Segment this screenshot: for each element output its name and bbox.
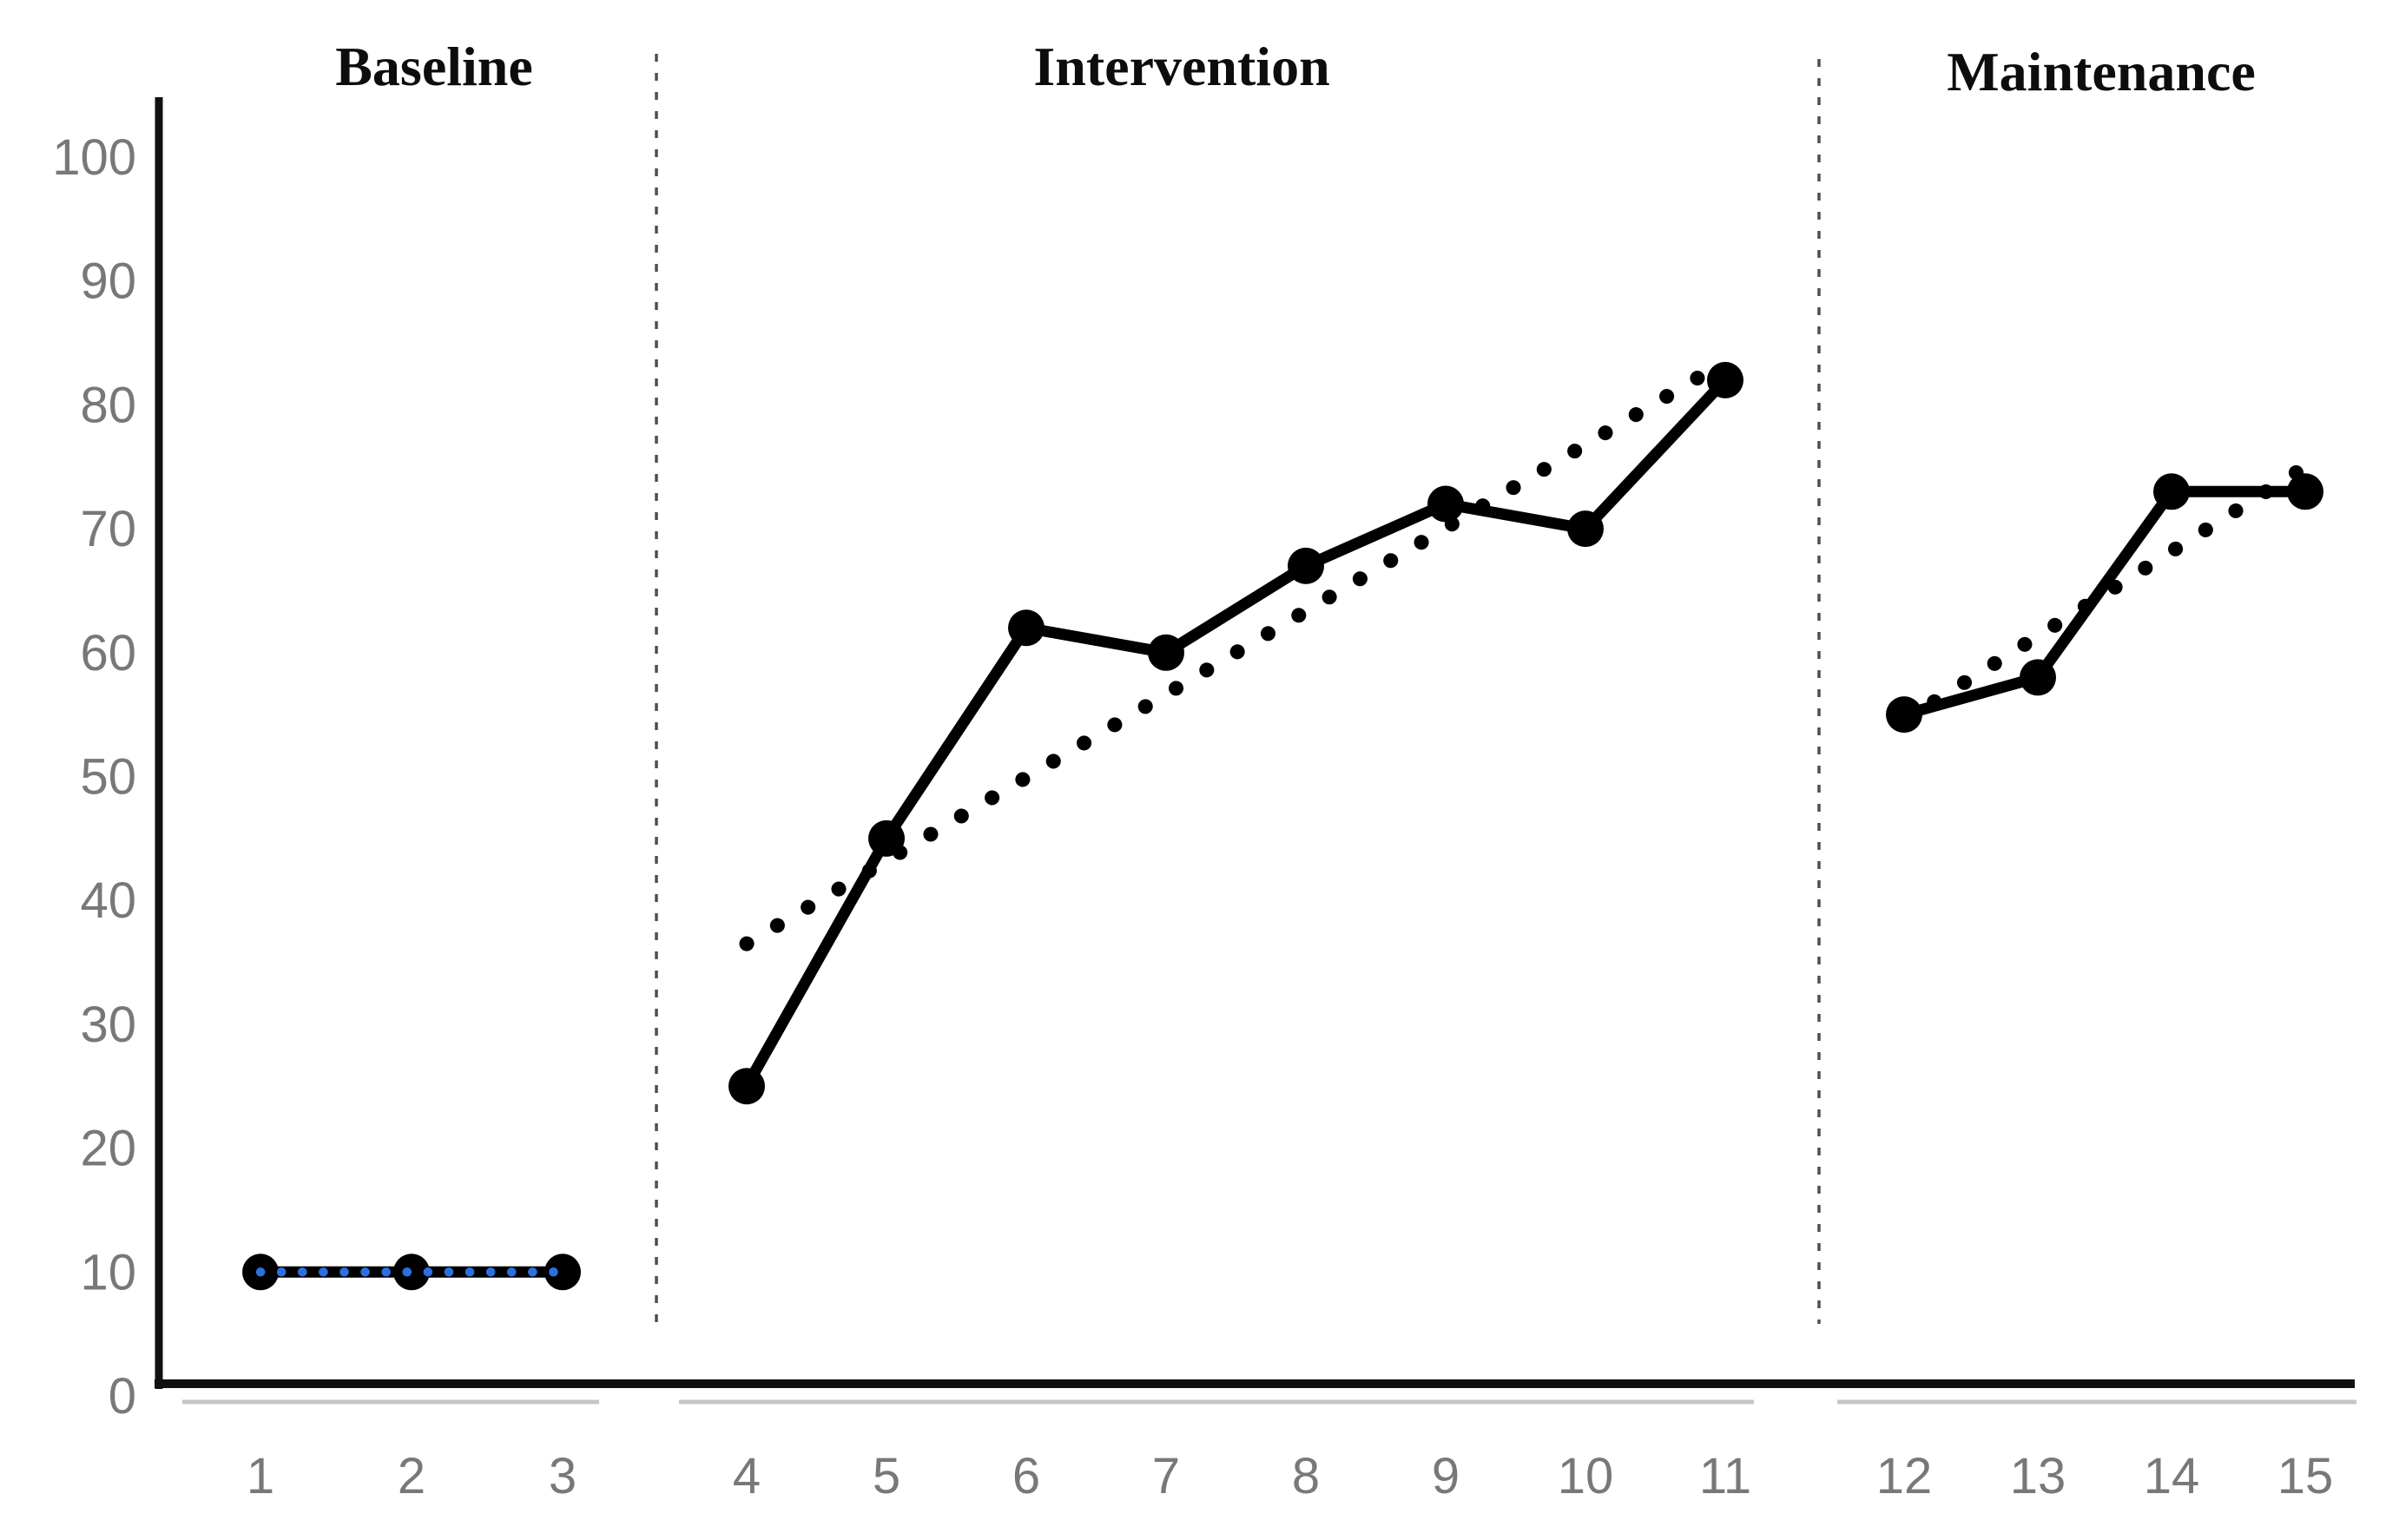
y-tick-label-50: 50 (80, 749, 136, 806)
data-point-maintenance-session-13 (2020, 659, 2056, 696)
x-axis-tick-labels: 1 2 3 4 5 6 7 8 9 10 11 12 13 14 15 (247, 1448, 2333, 1504)
y-tick-label-10: 10 (80, 1244, 136, 1300)
data-point-baseline-session-3 (544, 1254, 581, 1291)
x-tick-label-9: 9 (1432, 1448, 1460, 1504)
y-tick-label-70: 70 (80, 501, 136, 557)
y-tick-label-100: 100 (52, 129, 136, 186)
series-line-intervention (741, 374, 1731, 1092)
data-point-maintenance-session-15 (2287, 473, 2323, 510)
phase-title-intervention: Intervention (1033, 36, 1329, 97)
trend-line-intervention (739, 353, 1733, 951)
x-tick-label-7: 7 (1152, 1448, 1180, 1504)
y-tick-label-80: 80 (80, 377, 136, 433)
y-tick-label-0: 0 (109, 1368, 136, 1425)
x-tick-label-11: 11 (1699, 1448, 1751, 1504)
data-point-intervention-session-4 (728, 1068, 765, 1105)
x-tick-label-5: 5 (873, 1448, 900, 1504)
y-tick-label-20: 20 (80, 1121, 136, 1177)
x-tick-label-6: 6 (1012, 1448, 1040, 1504)
y-tick-label-40: 40 (80, 872, 136, 929)
x-tick-label-8: 8 (1292, 1448, 1320, 1504)
trend-line-maintenance (1896, 459, 2313, 728)
x-tick-label-15: 15 (2277, 1448, 2334, 1504)
y-axis-tick-labels: 0 10 20 30 40 50 60 70 80 90 100 (52, 129, 136, 1425)
x-tick-label-2: 2 (398, 1448, 425, 1504)
x-tick-label-12: 12 (1876, 1448, 1933, 1504)
data-point-intervention-session-8 (1288, 547, 1324, 584)
x-tick-label-10: 10 (1558, 1448, 1614, 1504)
x-tick-label-3: 3 (549, 1448, 577, 1504)
y-tick-label-60: 60 (80, 625, 136, 681)
y-tick-label-30: 30 (80, 997, 136, 1053)
data-point-maintenance-session-14 (2153, 473, 2190, 510)
phase-title-maintenance: Maintenance (1947, 41, 2256, 102)
data-point-intervention-session-11 (1707, 361, 1743, 398)
data-series (242, 353, 2323, 1291)
data-point-intervention-session-10 (1567, 510, 1604, 548)
series-line-maintenance (1898, 485, 2311, 721)
data-point-intervention-session-6 (1008, 609, 1045, 647)
data-point-intervention-session-9 (1427, 485, 1464, 523)
x-tick-label-14: 14 (2144, 1448, 2200, 1504)
x-tick-label-13: 13 (2010, 1448, 2066, 1504)
x-tick-label-1: 1 (247, 1448, 274, 1504)
phase-title-baseline: Baseline (335, 36, 533, 97)
data-point-intervention-session-7 (1148, 634, 1184, 671)
y-tick-label-90: 90 (80, 253, 136, 310)
x-tick-label-4: 4 (733, 1448, 761, 1504)
